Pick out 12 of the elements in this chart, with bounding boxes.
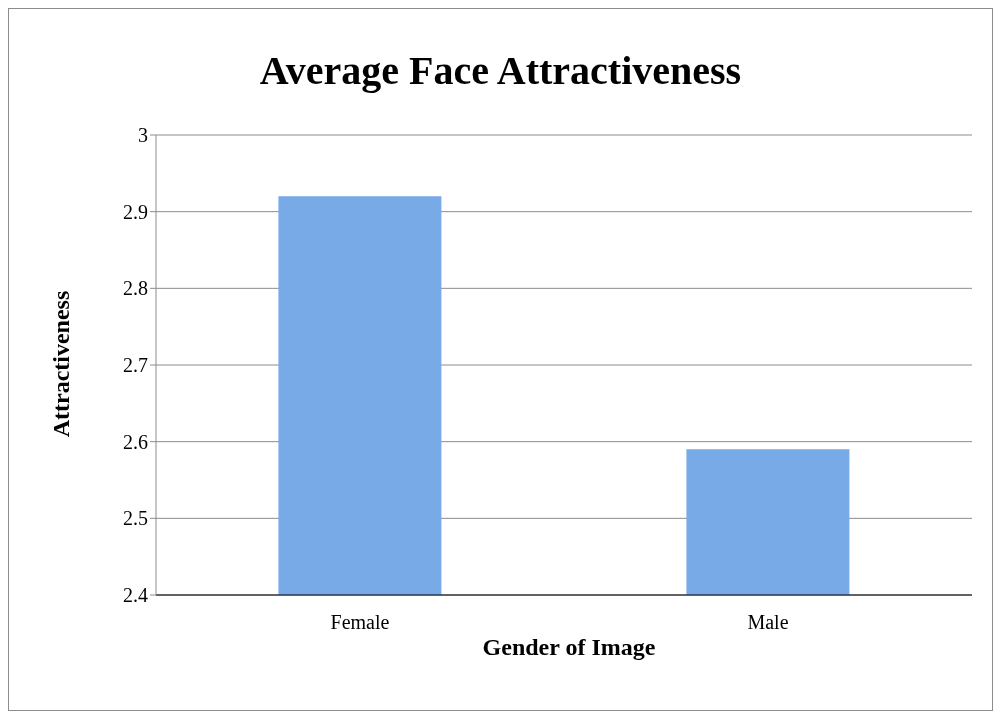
y-axis-title: Attractiveness [47,290,75,438]
y-tick-label: 2.7 [123,354,148,377]
y-tick-label: 2.5 [123,507,148,530]
y-tick-label: 2.8 [123,277,148,300]
chart-title: Average Face Attractiveness [258,47,743,94]
y-tick-label: 2.4 [123,584,148,607]
x-tick-label: Male [747,611,789,634]
y-tick-label: 3 [138,124,148,147]
y-tick-label: 2.6 [123,430,148,453]
y-tick-label: 2.9 [123,200,148,223]
x-axis-title: Gender of Image [481,634,657,661]
x-tick-label: Female [330,611,390,634]
